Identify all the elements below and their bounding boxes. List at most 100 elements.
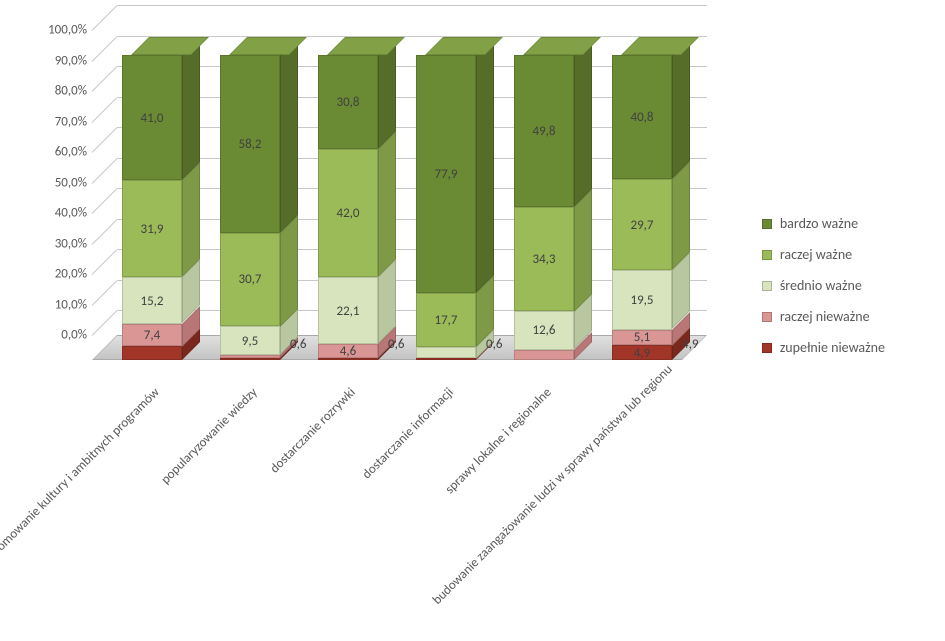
legend-label: zupełnie nieważne xyxy=(780,339,885,356)
bar-segment: 34,3 xyxy=(514,207,574,312)
legend-item: średnio ważne xyxy=(762,277,885,294)
bar-segment: 4,9 xyxy=(612,345,672,360)
bar-data-label: 42,0 xyxy=(318,206,378,221)
bar-segment: 9,5 xyxy=(220,326,280,355)
bar-side xyxy=(672,37,690,179)
x-axis-category-label: dostarczanie rozrywki xyxy=(136,385,359,608)
legend-item: zupełnie nieważne xyxy=(762,339,885,356)
bar-segment xyxy=(220,355,280,358)
bar-segment: 17,7 xyxy=(416,293,476,347)
bar-data-label: 29,7 xyxy=(612,218,672,233)
bar-data-label: 19,5 xyxy=(612,293,672,308)
gridline-side xyxy=(92,188,117,213)
bar-segment: 30,7 xyxy=(220,233,280,327)
legend-swatch xyxy=(762,219,772,229)
gridline-side xyxy=(92,249,117,274)
bar-segment xyxy=(122,346,182,360)
legend-item: raczej ważne xyxy=(762,246,885,263)
bar-side xyxy=(182,162,200,277)
bar-data-label: 40,8 xyxy=(612,110,672,125)
bar-segment: 12,6 xyxy=(514,311,574,349)
bar-data-label: 30,7 xyxy=(220,272,280,287)
x-axis-category-label: budowanie zaangażowanie ludzi w sprawy p… xyxy=(430,385,653,608)
legend: bardzo ważne raczej ważne średnio ważne rac… xyxy=(762,215,885,370)
bar-group: 12,6 34,3 49,8 xyxy=(514,55,574,360)
y-axis-tick-label: 10,0% xyxy=(27,297,87,312)
bar-data-label: 5,1 xyxy=(612,330,672,345)
bar-data-label: 31,9 xyxy=(122,222,182,237)
bar-data-label: 4,9 xyxy=(612,346,672,361)
bar-segment xyxy=(220,358,280,360)
y-axis-tick-label: 70,0% xyxy=(27,114,87,129)
y-axis-tick-label: 100,0% xyxy=(27,23,87,38)
y-axis-tick-label: 40,0% xyxy=(27,206,87,221)
bar-side xyxy=(672,161,690,270)
bar-segment: 41,0 xyxy=(122,55,182,180)
bar-side xyxy=(476,37,494,293)
legend-label: raczej nieważne xyxy=(780,308,870,325)
bar-segment: 58,2 xyxy=(220,55,280,233)
y-axis-tick-label: 90,0% xyxy=(27,53,87,68)
bar-data-label: 7,4 xyxy=(122,328,182,343)
bar-segment: 49,8 xyxy=(514,55,574,207)
bar-segment: 29,7 xyxy=(612,179,672,270)
bar-side xyxy=(574,189,592,312)
y-axis-tick-label: 30,0% xyxy=(27,236,87,251)
bar-data-label-below: 0,6 xyxy=(388,337,404,352)
gridline-side xyxy=(92,158,117,183)
bar-segment: 22,1 xyxy=(318,277,378,344)
bar-data-label: 4,6 xyxy=(318,344,378,359)
bar-segment: 15,2 xyxy=(122,277,182,323)
x-axis-category-label: popularyzowanie wiedzy xyxy=(38,385,261,608)
bar-segment: 5,1 xyxy=(612,330,672,346)
bar-segment xyxy=(416,347,476,359)
stacked-bar-chart: 0,0% 10,0% 20,0% 30,0% 40,0% 50,0% 60,0% 70,0% 8… xyxy=(20,20,925,621)
legend-swatch xyxy=(762,281,772,291)
legend-item: bardzo ważne xyxy=(762,215,885,232)
bar-front xyxy=(220,355,280,358)
y-axis-tick-label: 0,0% xyxy=(27,328,87,343)
bar-data-label: 30,8 xyxy=(318,95,378,110)
gridline xyxy=(117,5,707,6)
bar-data-label: 9,5 xyxy=(220,334,280,349)
legend-swatch xyxy=(762,250,772,260)
bar-front xyxy=(220,358,280,360)
bar-side xyxy=(280,37,298,233)
bar-side xyxy=(182,37,200,180)
bar-segment: 7,4 xyxy=(122,324,182,347)
legend-label: średnio ważne xyxy=(780,277,862,294)
legend-swatch xyxy=(762,312,772,322)
bar-side xyxy=(574,37,592,207)
bar-data-label: 22,1 xyxy=(318,304,378,319)
bar-front xyxy=(122,346,182,360)
x-axis-category-label: dostarczanie informacji xyxy=(234,385,457,608)
bar-data-label-below: 4,9 xyxy=(682,337,698,352)
y-axis-tick-label: 20,0% xyxy=(27,267,87,282)
legend-item: raczej nieważne xyxy=(762,308,885,325)
y-axis-tick-label: 80,0% xyxy=(27,84,87,99)
bar-segment: 40,8 xyxy=(612,55,672,179)
bar-segment xyxy=(514,350,574,360)
gridline-side xyxy=(92,310,117,335)
legend-label: bardzo ważne xyxy=(780,215,858,232)
bar-front xyxy=(416,358,476,360)
bar-group: 4,6 22,1 42,0 30,8 xyxy=(318,55,378,360)
y-axis-tick-label: 50,0% xyxy=(27,175,87,190)
bar-front xyxy=(416,347,476,359)
bar-group: 4,95,1 19,5 29,7 40,8 xyxy=(612,55,672,360)
gridline-side xyxy=(92,97,117,122)
bar-segment: 30,8 xyxy=(318,55,378,149)
y-axis-tick-label: 60,0% xyxy=(27,145,87,160)
gridline-side xyxy=(92,5,117,30)
gridline-side xyxy=(92,36,117,61)
legend-swatch xyxy=(762,343,772,353)
bar-segment: 4,6 xyxy=(318,344,378,358)
bar-segment: 31,9 xyxy=(122,180,182,277)
bar-data-label: 34,3 xyxy=(514,252,574,267)
bar-group: 7,4 15,2 31,9 41,0 xyxy=(122,55,182,360)
bar-data-label-below: 0,6 xyxy=(290,337,306,352)
x-axis-category-label: sprawy lokalne i regionalne xyxy=(332,385,555,608)
gridline-side xyxy=(92,66,117,91)
bar-data-label: 15,2 xyxy=(122,294,182,309)
bar-side xyxy=(378,131,396,277)
